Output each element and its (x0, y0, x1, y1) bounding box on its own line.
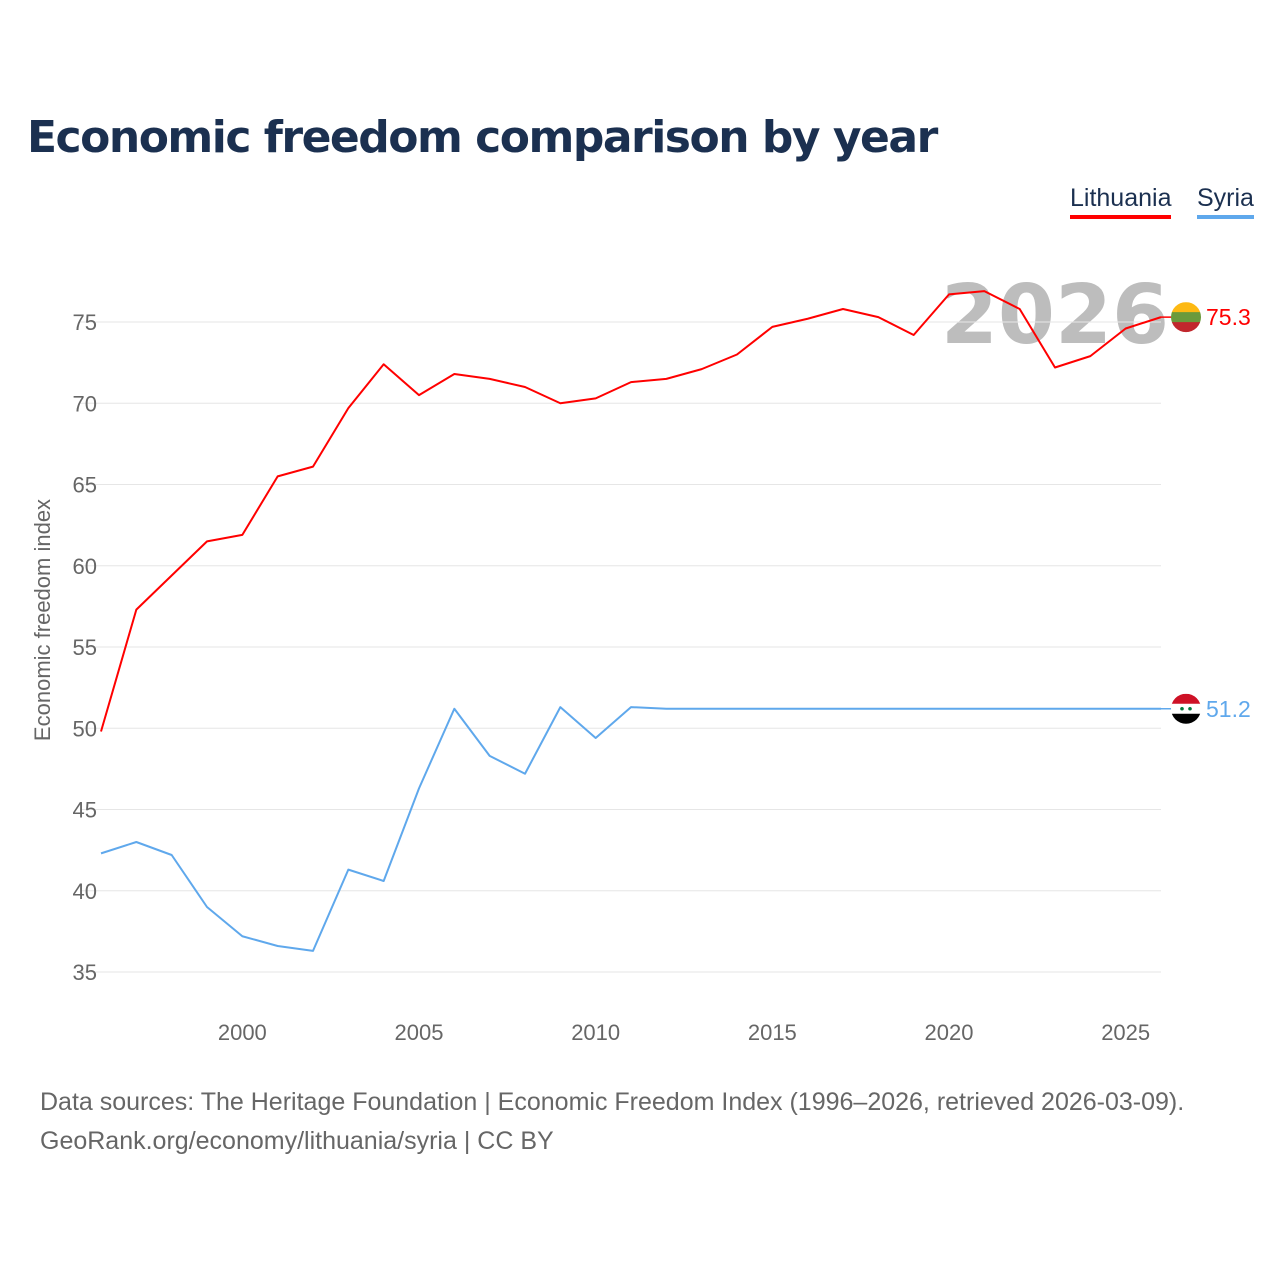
footer-sources: Data sources: The Heritage Foundation | … (40, 1088, 1185, 1116)
footer-link[interactable]: GeoRank.org/economy/lithuania/syria | CC… (40, 1127, 554, 1155)
x-tick-label: 2005 (395, 1020, 444, 1045)
end-value-label: 75.3 (1206, 304, 1251, 330)
end-value-label: 51.2 (1206, 696, 1251, 722)
y-tick-label: 55 (73, 635, 97, 660)
lithuania-flag-icon (1171, 302, 1201, 333)
x-tick-label: 2015 (748, 1020, 797, 1045)
x-tick-label: 2025 (1101, 1020, 1150, 1045)
syria-flag-icon (1171, 693, 1201, 724)
y-tick-label: 50 (73, 716, 97, 741)
y-tick-label: 70 (73, 391, 97, 416)
x-tick-label: 2000 (218, 1020, 267, 1045)
legend-syria[interactable]: Syria (1197, 184, 1254, 219)
y-tick-label: 75 (73, 310, 97, 335)
legend-lithuania[interactable]: Lithuania (1070, 184, 1172, 219)
series-line-lithuania (100, 290, 1162, 732)
y-tick-label: 35 (73, 960, 97, 985)
y-tick-label: 65 (73, 473, 97, 498)
chart-title: Economic freedom comparison by year (27, 112, 938, 163)
y-tick-label: 60 (73, 554, 97, 579)
series-line-syria (100, 706, 1161, 952)
y-tick-label: 45 (73, 798, 97, 823)
x-tick-label: 2020 (925, 1020, 974, 1045)
x-tick-label: 2010 (571, 1020, 620, 1045)
y-axis-label: Economic freedom index (30, 499, 55, 741)
y-tick-label: 40 (73, 879, 97, 904)
year-watermark: 2026 (941, 268, 1169, 363)
